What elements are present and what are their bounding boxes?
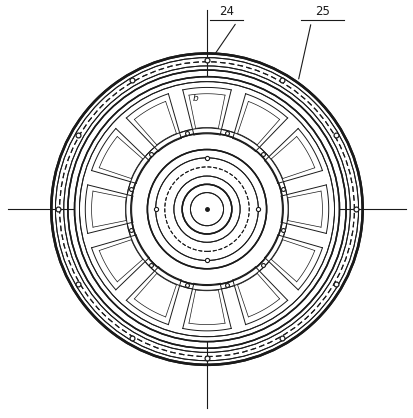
Text: 24: 24 — [219, 5, 234, 18]
Polygon shape — [182, 87, 231, 135]
Polygon shape — [85, 185, 133, 233]
Text: 25: 25 — [315, 5, 330, 18]
Polygon shape — [264, 235, 322, 290]
Circle shape — [182, 185, 231, 234]
Polygon shape — [232, 267, 287, 325]
Polygon shape — [126, 267, 181, 325]
Polygon shape — [91, 235, 149, 290]
Polygon shape — [232, 94, 287, 151]
Polygon shape — [91, 128, 149, 184]
Circle shape — [131, 133, 282, 285]
Polygon shape — [280, 185, 328, 233]
Circle shape — [74, 76, 339, 342]
Polygon shape — [264, 128, 322, 184]
Polygon shape — [182, 283, 231, 331]
Text: b: b — [192, 94, 198, 103]
Polygon shape — [126, 94, 181, 151]
